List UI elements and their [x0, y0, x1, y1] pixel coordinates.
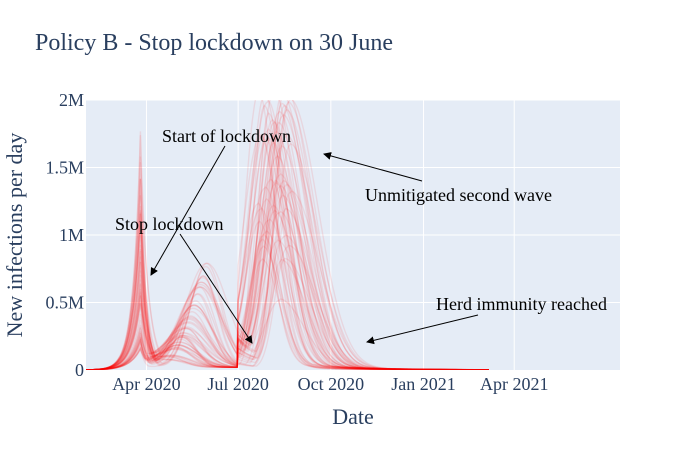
y-tick-label: 0.5M	[45, 293, 84, 313]
series-line	[86, 135, 489, 370]
series-line	[86, 181, 489, 370]
series-line	[86, 179, 489, 370]
y-axis-ticks: 0 0.5M 1M 1.5M 2M	[45, 90, 84, 380]
series-line	[86, 137, 489, 370]
series-line	[86, 178, 489, 370]
series-line	[86, 128, 489, 370]
annotations: Start of lockdown Stop lockdown Unmitiga…	[115, 126, 607, 345]
series-line	[86, 104, 489, 370]
series-line	[86, 258, 489, 370]
series-line	[86, 104, 489, 370]
x-tick-label: Jul 2020	[207, 374, 269, 394]
series-line	[86, 190, 489, 370]
series-line	[86, 113, 489, 370]
annotation-herd-immunity-reached: Herd immunity reached	[436, 294, 607, 314]
series-line	[86, 179, 489, 370]
series-line	[86, 186, 489, 370]
series-line	[86, 118, 489, 370]
series-line	[86, 121, 489, 370]
series-line	[86, 100, 489, 370]
y-tick-label: 2M	[59, 90, 84, 110]
series-line	[86, 101, 489, 370]
x-tick-label: Jan 2021	[391, 374, 456, 394]
series-line	[86, 234, 489, 370]
series-line	[86, 257, 489, 370]
y-axis-title: New infections per day	[2, 133, 27, 338]
series-group	[86, 100, 490, 370]
series-line	[86, 178, 489, 370]
annotation-arrow-second-wave	[323, 152, 423, 182]
series-line	[86, 184, 489, 370]
grid	[86, 99, 620, 370]
series-line	[86, 134, 489, 370]
series-line	[86, 179, 490, 370]
series-line	[86, 134, 489, 370]
y-tick-label: 1M	[59, 225, 84, 245]
series-line	[86, 112, 489, 370]
series-line	[86, 130, 489, 370]
series-line	[86, 142, 489, 370]
series-line	[86, 209, 489, 370]
annotation-arrow-start-of-lockdown	[150, 145, 226, 276]
y-tick-label: 0	[75, 360, 84, 380]
x-axis-ticks: Apr 2020 Jul 2020 Oct 2020 Jan 2021 Apr 2021	[112, 374, 548, 394]
series-line	[86, 198, 489, 370]
series-line	[86, 258, 489, 370]
series-line	[86, 162, 489, 370]
x-tick-label: Apr 2020	[112, 374, 181, 394]
series-line	[86, 100, 489, 370]
x-axis-title: Date	[332, 404, 374, 429]
series-line	[86, 141, 490, 370]
series-line	[86, 132, 489, 370]
x-tick-label: Oct 2020	[298, 374, 365, 394]
series-line	[86, 205, 489, 370]
y-tick-label: 1.5M	[45, 158, 84, 178]
series-line	[86, 239, 489, 370]
series-line	[86, 108, 489, 370]
series-line	[86, 133, 489, 370]
series-line	[86, 207, 489, 370]
annotation-arrow-stop-lockdown	[179, 233, 253, 344]
series-line	[86, 274, 489, 370]
series-line	[86, 155, 489, 370]
series-line	[86, 102, 489, 370]
series-line	[86, 100, 489, 370]
series-line	[86, 210, 489, 370]
x-tick-label: Apr 2021	[480, 374, 549, 394]
annotation-start-of-lockdown: Start of lockdown	[162, 126, 291, 146]
series-line	[86, 100, 489, 370]
series-line	[86, 226, 489, 370]
series-line	[86, 173, 489, 370]
series-line	[86, 194, 489, 370]
series-line	[86, 100, 489, 370]
series-line	[86, 100, 489, 370]
series-line	[86, 178, 489, 370]
series-line	[86, 110, 489, 370]
series-line	[86, 183, 489, 370]
series-line	[86, 244, 489, 370]
chart-title: Policy B - Stop lockdown on 30 June	[35, 30, 393, 56]
series-line	[86, 213, 489, 370]
series-line	[86, 136, 489, 370]
annotation-unmitigated-second-wave: Unmitigated second wave	[365, 185, 552, 205]
annotation-arrow-herd-immunity	[366, 314, 479, 345]
series-line	[86, 145, 489, 370]
series-line	[86, 100, 489, 370]
series-line	[86, 204, 489, 370]
annotation-stop-lockdown: Stop lockdown	[115, 214, 224, 234]
series-line	[86, 121, 489, 370]
